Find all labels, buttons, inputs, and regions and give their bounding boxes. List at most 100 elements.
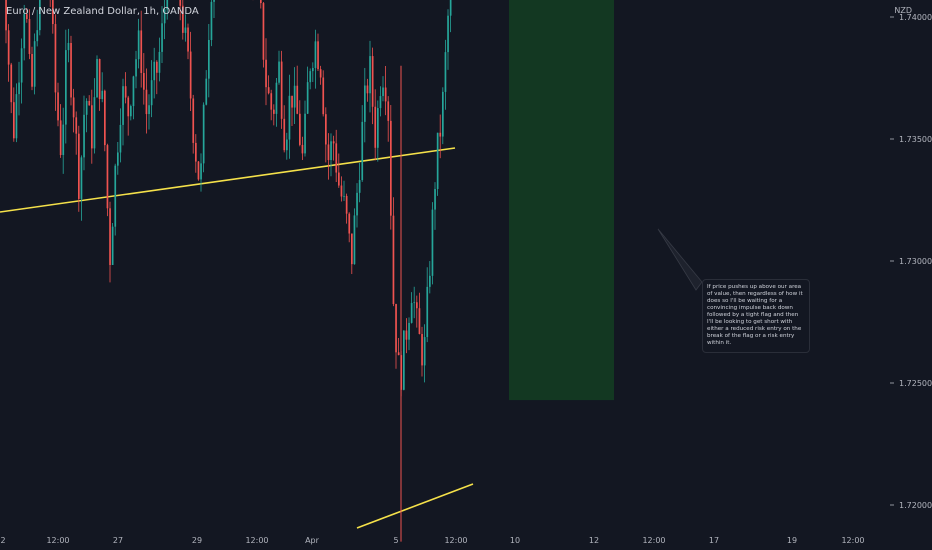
candle-body: [260, 0, 262, 4]
candle-body: [319, 69, 322, 78]
candle-body: [278, 61, 280, 83]
candle-body: [387, 101, 390, 121]
candle-body: [423, 337, 426, 366]
candle-body: [119, 124, 122, 153]
candle-body: [275, 82, 278, 114]
x-axis-tick-label: 12:00: [444, 536, 467, 545]
candle-body: [369, 56, 371, 94]
candle-body: [397, 352, 400, 356]
candle-body: [392, 215, 395, 305]
candle-body: [449, 0, 452, 16]
candle-body: [161, 23, 163, 52]
candle-body: [343, 195, 345, 197]
candle-body: [306, 82, 309, 114]
y-axis-tick-label: 1.74000: [899, 13, 932, 22]
candle-body: [410, 302, 413, 323]
candle-body: [377, 108, 379, 148]
candle-body: [33, 41, 36, 87]
trade-plan-note[interactable]: If price pushes up above our area of val…: [702, 279, 810, 353]
candle-body: [195, 142, 197, 162]
x-axis-tick-label: 29: [192, 536, 202, 545]
x-axis-tick-label: 2: [0, 536, 5, 545]
candle-body: [330, 141, 332, 161]
candle-body: [447, 15, 449, 53]
y-axis-tick-label: 1.73500: [899, 135, 932, 144]
candle-body: [356, 192, 358, 216]
candle-body: [130, 106, 132, 117]
candle-body: [114, 165, 117, 227]
candle-body: [163, 9, 166, 24]
candle-body: [288, 95, 291, 140]
candle-body: [143, 72, 145, 90]
candle-body: [322, 77, 325, 115]
candle-body: [109, 208, 111, 265]
candle-body: [317, 41, 319, 70]
candle-body: [197, 161, 200, 180]
candle-body: [273, 109, 275, 114]
candle-body: [444, 52, 447, 92]
candle-body: [210, 1, 213, 41]
candle-body: [200, 163, 202, 180]
candle-body: [23, 14, 26, 49]
candle-body: [189, 51, 192, 99]
candle-body: [39, 0, 41, 31]
candle-body: [431, 209, 434, 276]
note-pointer: [657, 228, 703, 291]
candle-body: [418, 308, 421, 334]
candle-body: [340, 185, 343, 197]
x-axis-tick-label: 12:00: [46, 536, 69, 545]
candle-body: [429, 275, 431, 287]
candle-body: [338, 172, 340, 186]
x-axis-tick-label: 27: [113, 536, 123, 545]
candle-body: [111, 226, 114, 265]
candle-body: [208, 40, 210, 79]
candle-body: [20, 48, 23, 83]
candle-body: [132, 76, 135, 107]
candle-body: [166, 0, 169, 10]
candle-body: [434, 188, 436, 210]
candle-body: [267, 87, 270, 94]
candle-body: [75, 117, 78, 134]
x-axis-tick-label: 12:00: [245, 536, 268, 545]
candle-body: [405, 330, 408, 340]
x-axis-tick-label: 19: [787, 536, 797, 545]
candle-body: [93, 97, 96, 149]
candle-body: [426, 286, 429, 338]
candle-body: [361, 121, 364, 181]
candle-body: [59, 120, 62, 156]
candle-body: [5, 0, 7, 31]
candle-body: [202, 104, 205, 164]
candle-body: [117, 152, 119, 166]
candle-body: [36, 30, 39, 42]
candle-body: [348, 213, 351, 234]
candle-body: [182, 5, 184, 33]
candle-body: [184, 27, 187, 33]
candle-body: [122, 86, 124, 125]
candle-body: [192, 98, 195, 143]
candle-body: [262, 3, 265, 60]
candle-body: [98, 59, 101, 100]
candle-body: [379, 96, 382, 109]
candle-body: [408, 322, 410, 340]
candle-body: [309, 71, 312, 83]
candle-body: [416, 302, 418, 309]
currency-unit-label: NZD: [894, 6, 912, 15]
candle-body: [140, 30, 143, 73]
candle-body: [104, 90, 106, 146]
candle-body: [187, 27, 189, 52]
candle-body: [358, 180, 361, 193]
candle-body: [150, 80, 153, 106]
candle-body: [314, 41, 317, 68]
candle-body: [54, 24, 57, 93]
candle-body: [270, 93, 273, 110]
candle-body: [78, 133, 80, 199]
x-axis-tick-label: Apr: [305, 536, 320, 545]
upper-trendline: [0, 147, 456, 213]
candle-body: [88, 100, 91, 106]
chart-title: Euro / New Zealand Dollar, 1h, OANDA: [6, 6, 199, 17]
candle-body: [421, 333, 423, 366]
candle-body: [335, 143, 338, 173]
candle-body: [351, 233, 353, 265]
